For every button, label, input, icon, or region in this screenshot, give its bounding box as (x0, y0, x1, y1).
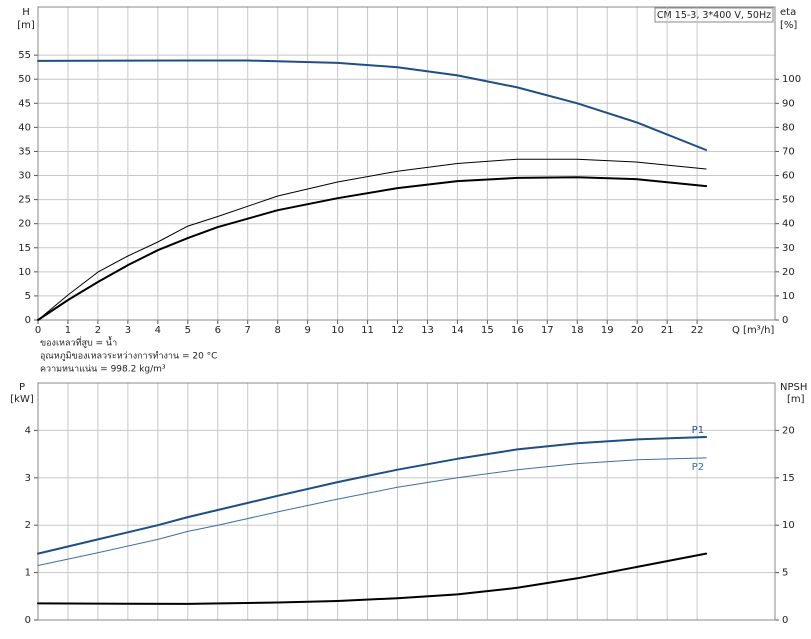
x-tick-label: 18 (571, 325, 584, 336)
y-tick-label: 40 (18, 122, 31, 133)
x-tick-label: 20 (631, 325, 644, 336)
y-tick-label: 2 (25, 520, 31, 531)
y2-tick-label: 0 (782, 315, 788, 326)
y2-label: eta (780, 7, 796, 18)
y-tick-label: 3 (25, 473, 31, 484)
y-label: P (19, 382, 25, 393)
y2-tick-label: 100 (782, 74, 801, 85)
y-tick-label: 5 (25, 291, 31, 302)
y2-tick-label: 30 (782, 243, 795, 254)
series-line (37, 59, 708, 151)
y2-unit: [m] (787, 394, 805, 405)
y2-tick-label: 40 (782, 219, 795, 230)
y2-tick-label: 15 (782, 473, 795, 484)
note: ของเหลวที่สูบ = น้ำ (40, 336, 117, 349)
y2-tick-label: 20 (782, 425, 795, 436)
y-tick-label: 1 (25, 568, 31, 579)
y-tick-label: 50 (18, 74, 31, 85)
x-tick-label: 8 (274, 325, 280, 336)
x-tick-label: 21 (661, 325, 674, 336)
y2-label: NPSH (780, 382, 807, 393)
series-line (37, 158, 707, 321)
title-box (654, 7, 774, 23)
y-tick-label: 15 (18, 243, 31, 254)
y2-tick-label: 20 (782, 267, 795, 278)
y-tick-label: 0 (25, 315, 31, 326)
series-line (37, 176, 708, 321)
y2-tick-label: 10 (782, 291, 795, 302)
y2-tick-label: 5 (782, 568, 788, 579)
y2-unit: [%] (780, 20, 797, 31)
series-line (37, 457, 707, 566)
x-tick-label: 19 (601, 325, 614, 336)
x-tick-label: 22 (691, 325, 704, 336)
y-unit: [m] (17, 20, 35, 31)
x-tick-label: 11 (361, 325, 374, 336)
plot-frame (37, 382, 776, 621)
y-tick-label: 0 (25, 615, 31, 626)
y-tick-label: 45 (18, 98, 31, 109)
x-tick-label: 5 (185, 325, 191, 336)
y-unit: [kW] (10, 394, 34, 405)
x-tick-label: 3 (125, 325, 131, 336)
x-tick-label: 1 (65, 325, 71, 336)
series-label: P2 (692, 462, 704, 473)
series-line (37, 552, 708, 605)
series-label: P1 (692, 425, 704, 436)
y2-tick-label: 0 (782, 615, 788, 626)
plot-frame (37, 6, 776, 321)
chart-title: CM 15-3, 3*400 V, 50Hz (657, 10, 771, 21)
x-tick-label: 6 (215, 325, 221, 336)
x-label: Q [m³/h] (732, 325, 774, 336)
y2-tick-label: 70 (782, 146, 795, 157)
y-tick-label: 10 (18, 267, 31, 278)
y-label: H (22, 7, 30, 18)
x-tick-label: 2 (95, 325, 101, 336)
y-tick-label: 55 (18, 50, 31, 61)
note: ความหนาแน่น = 998.2 kg/m³ (40, 365, 166, 375)
x-tick-label: 9 (304, 325, 310, 336)
x-tick-label: 16 (511, 325, 524, 336)
x-tick-label: 14 (451, 325, 464, 336)
x-tick-label: 4 (155, 325, 161, 336)
x-tick-label: 10 (331, 325, 344, 336)
y2-tick-label: 10 (782, 520, 795, 531)
y2-tick-label: 90 (782, 98, 795, 109)
x-tick-label: 13 (421, 325, 434, 336)
x-tick-label: 17 (541, 325, 554, 336)
series-line (37, 436, 708, 555)
y-tick-label: 35 (18, 146, 31, 157)
y-tick-label: 20 (18, 219, 31, 230)
note: อุณหภูมิของเหลวระหว่างการทำงาน = 20 °C (40, 351, 217, 362)
x-tick-label: 0 (35, 325, 41, 336)
x-tick-label: 12 (391, 325, 404, 336)
y2-tick-label: 50 (782, 195, 795, 206)
y-tick-label: 30 (18, 171, 31, 182)
y-tick-label: 4 (25, 425, 31, 436)
x-tick-label: 15 (481, 325, 494, 336)
y-tick-label: 25 (18, 195, 31, 206)
x-tick-label: 7 (245, 325, 251, 336)
y2-tick-label: 60 (782, 171, 795, 182)
y2-tick-label: 80 (782, 122, 795, 133)
